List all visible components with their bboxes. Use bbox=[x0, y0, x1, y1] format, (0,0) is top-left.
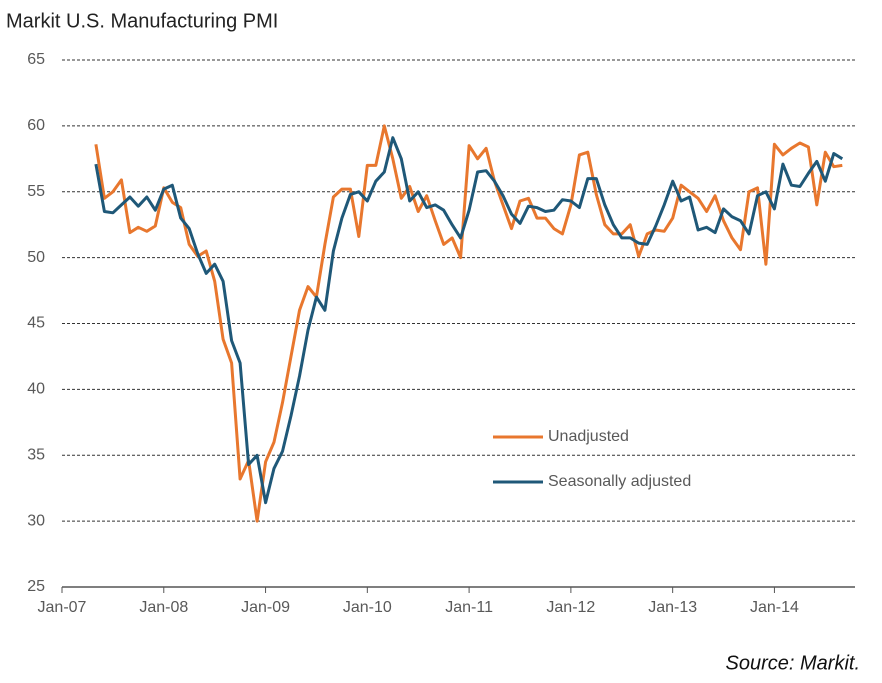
x-tick-label: Jan-10 bbox=[343, 599, 392, 616]
chart-title: Markit U.S. Manufacturing PMI bbox=[6, 10, 278, 32]
y-tick-label: 30 bbox=[27, 512, 45, 529]
x-tick-label: Jan-09 bbox=[241, 599, 290, 616]
y-tick-label: 40 bbox=[27, 381, 45, 398]
y-tick-label: 35 bbox=[27, 446, 45, 463]
y-tick-label: 60 bbox=[27, 117, 45, 134]
x-tick-label: Jan-14 bbox=[750, 599, 799, 616]
legend-label: Unadjusted bbox=[548, 428, 629, 445]
x-tick-label: Jan-13 bbox=[648, 599, 697, 616]
x-tick-label: Jan-12 bbox=[546, 599, 595, 616]
x-tick-label: Jan-07 bbox=[38, 599, 87, 616]
source: Source: Markit. bbox=[726, 652, 860, 674]
series-line bbox=[94, 136, 844, 505]
series-line bbox=[94, 124, 843, 523]
legend-label: Seasonally adjusted bbox=[548, 473, 691, 490]
x-tick-label: Jan-11 bbox=[445, 599, 493, 616]
y-tick-label: 65 bbox=[27, 51, 45, 68]
x-tick-label: Jan-08 bbox=[139, 599, 188, 616]
y-tick-label: 55 bbox=[27, 183, 45, 200]
y-tick-label: 45 bbox=[27, 315, 45, 332]
y-tick-label: 25 bbox=[27, 578, 45, 595]
y-tick-label: 50 bbox=[27, 249, 45, 266]
